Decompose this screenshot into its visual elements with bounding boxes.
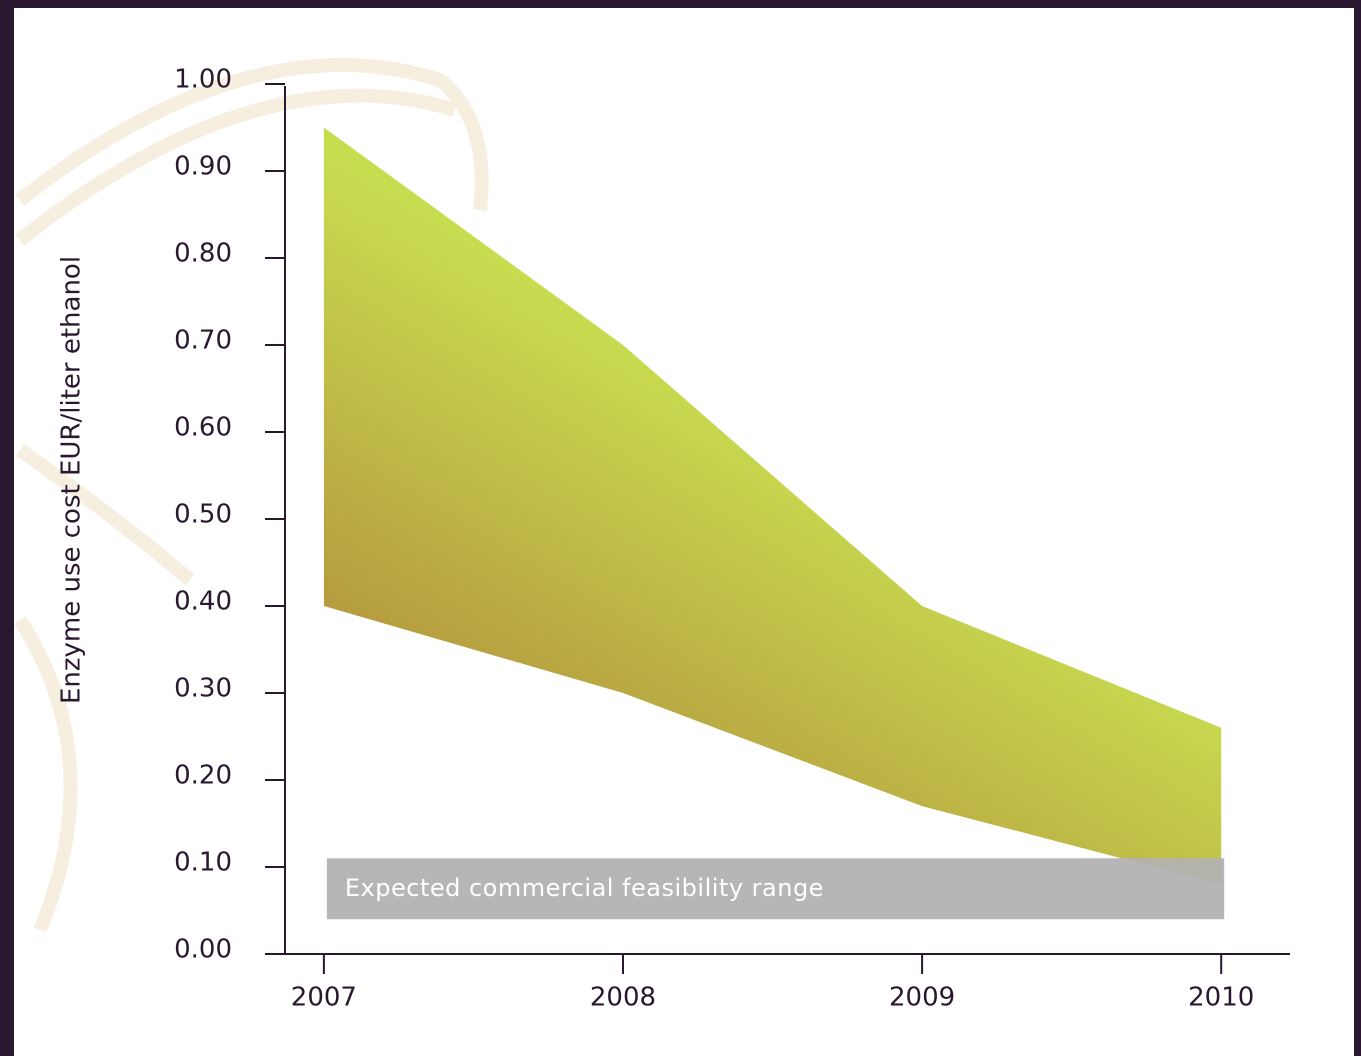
y-tick-label: 0.10	[174, 848, 232, 878]
feasibility-band	[326, 858, 1225, 920]
y-axis-label: Enzyme use cost EUR/liter ethanol	[57, 256, 87, 704]
x-tick-label: 2010	[1188, 983, 1254, 1013]
y-tick-label: 1.00	[174, 65, 232, 95]
y-tick-label: 0.20	[174, 761, 232, 791]
decoration	[14, 58, 489, 933]
range-area	[323, 127, 1222, 885]
x-tick-label: 2009	[889, 983, 955, 1013]
x-tick-label: 2008	[590, 983, 656, 1013]
y-tick-label: 0.90	[174, 152, 232, 182]
y-tick-label: 0.60	[174, 413, 232, 443]
y-tick-label: 0.80	[174, 239, 232, 269]
y-tick-label: 0.00	[174, 935, 232, 965]
y-tick-label: 0.40	[174, 587, 232, 617]
y-tick-label: 0.30	[174, 674, 232, 704]
y-tick-label: 0.50	[174, 500, 232, 530]
x-tick-label: 2007	[291, 983, 357, 1013]
band-label: Expected commercial feasibility range	[345, 874, 824, 902]
y-tick-label: 0.70	[174, 326, 232, 356]
